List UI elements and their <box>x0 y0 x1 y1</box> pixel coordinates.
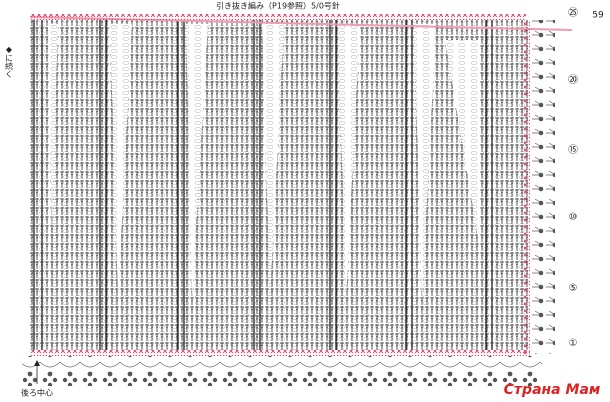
left-note: ◆に続く <box>5 45 14 78</box>
watermark: Страна Мам <box>504 382 601 398</box>
row-number: ⑳ <box>568 74 578 86</box>
arrow-head <box>34 360 40 366</box>
chains <box>30 20 528 350</box>
title: 引き抜き編み（P19参照）5/0号針 <box>216 1 340 11</box>
top-edge <box>30 14 526 20</box>
row-number: ① <box>569 338 578 349</box>
center-back: 後ろ中心 <box>21 388 53 398</box>
row-number: ㉕ <box>568 7 578 19</box>
stitch-grid <box>30 20 528 350</box>
row-number: ⑮ <box>568 144 578 156</box>
row-numbers: ㉕ ⑳ ⑮ ⑩ ⑤ ① <box>568 7 578 349</box>
row-number: ⑩ <box>569 212 578 223</box>
right-edge <box>524 20 530 354</box>
right-picots <box>531 20 555 354</box>
bottom-edge <box>30 350 530 356</box>
bottom-picots <box>22 356 542 386</box>
page-number: 59 <box>592 11 604 21</box>
row-number: ⑤ <box>569 283 578 294</box>
